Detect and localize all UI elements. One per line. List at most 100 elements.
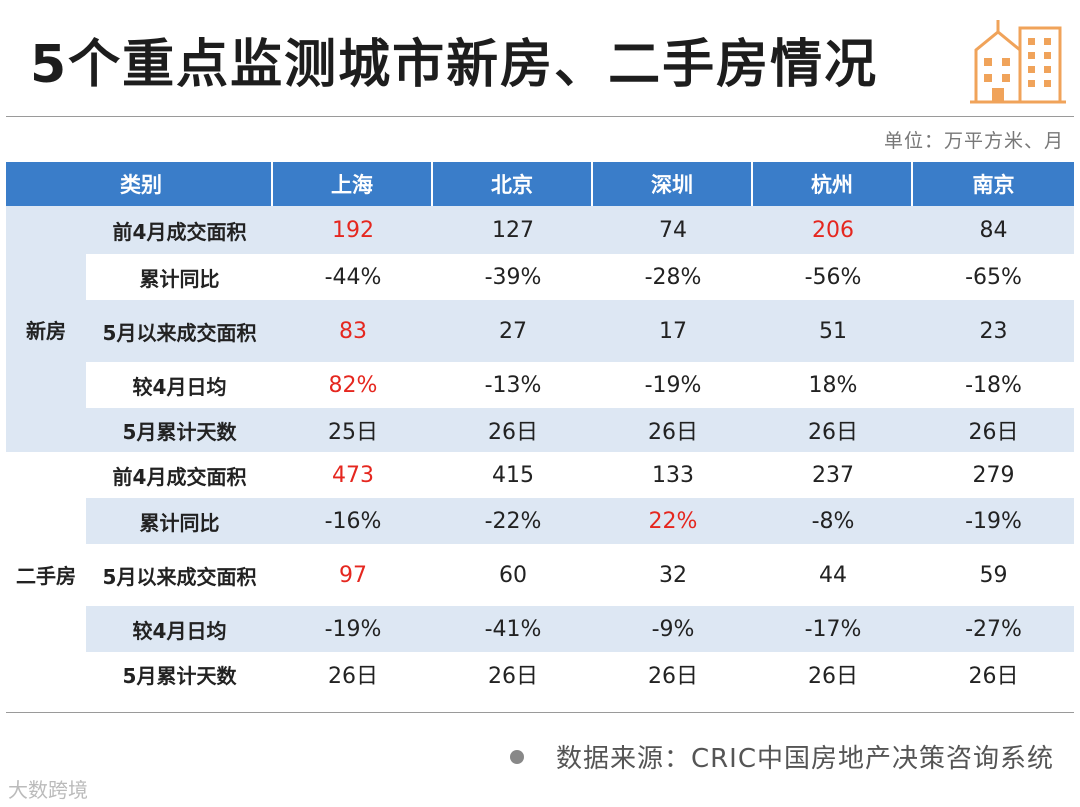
value-cell: -18%: [965, 372, 1022, 398]
header-city: 北京: [433, 162, 593, 206]
group-cell: [6, 300, 86, 362]
table-row: 较4月日均 82% -13% -19% 18% -18%: [6, 362, 1074, 408]
value-cell: 26日: [648, 420, 698, 445]
table-header: 类别 上海 北京 深圳 杭州 南京: [6, 162, 1074, 206]
group-cell: [6, 206, 86, 254]
title-divider: [6, 116, 1074, 117]
row-label: 较4月日均: [132, 618, 227, 643]
value-cell: -8%: [811, 508, 855, 534]
value-cell: 22%: [648, 508, 698, 534]
value-cell: 32: [659, 562, 687, 588]
row-label: 累计同比: [139, 510, 220, 535]
dot-icon: [509, 749, 524, 764]
header-city: 杭州: [753, 162, 913, 206]
value-cell: 18%: [808, 372, 858, 398]
value-cell: -16%: [324, 508, 382, 534]
value-cell: 26日: [328, 664, 378, 689]
table-row: 前4月成交面积 473 415 133 237 279: [6, 452, 1074, 498]
value-cell: 26日: [808, 664, 858, 689]
row-label: 前4月成交面积: [112, 464, 247, 489]
value-cell: 44: [819, 562, 847, 588]
value-cell: 415: [492, 462, 534, 488]
table-row: 累计同比 -16% -22% 22% -8% -19%: [6, 498, 1074, 544]
unit-label: 单位：万平方米、月: [883, 130, 1064, 152]
value-cell: -27%: [965, 616, 1022, 642]
value-cell: 26日: [488, 664, 538, 689]
page-title: 5个重点监测城市新房、二手房情况: [30, 35, 879, 95]
group-label: 新房: [26, 318, 66, 343]
group-cell: [6, 254, 86, 300]
value-cell: -17%: [804, 616, 862, 642]
header-category-left: [6, 162, 86, 206]
value-cell: -22%: [484, 508, 542, 534]
value-cell: -19%: [644, 372, 702, 398]
value-cell: 60: [499, 562, 527, 588]
value-cell: -56%: [804, 264, 862, 290]
group-cell: [6, 452, 86, 498]
row-label: 前4月成交面积: [112, 219, 247, 244]
row-label: 5月累计天数: [122, 663, 237, 688]
value-cell: 84: [979, 217, 1008, 243]
source-text: 数据来源：CRIC中国房地产决策咨询系统: [555, 744, 1054, 774]
value-cell: 26日: [808, 420, 858, 445]
value-cell: 26日: [488, 420, 538, 445]
value-cell: 17: [659, 318, 687, 344]
value-cell: -9%: [651, 616, 695, 642]
value-cell: 74: [659, 217, 687, 243]
value-cell: -39%: [484, 264, 542, 290]
group-cell: [6, 362, 86, 408]
row-label: 5月以来成交面积: [102, 320, 257, 345]
value-cell: 473: [332, 462, 374, 488]
value-cell: 83: [339, 318, 367, 344]
table-row: 较4月日均 -19% -41% -9% -17% -27%: [6, 606, 1074, 652]
value-cell: 25日: [328, 420, 378, 445]
group-cell: [6, 652, 86, 696]
group-label: 二手房: [16, 563, 76, 588]
table-group: 前4月成交面积 192 127 74 206 84 累计同比 -44% -39% -28% -56%…: [6, 206, 1074, 452]
value-cell: 192: [332, 217, 374, 243]
source-note: 数据来源：CRIC中国房地产决策咨询系统: [509, 738, 1054, 775]
value-cell: -28%: [644, 264, 702, 290]
header-city: 深圳: [593, 162, 753, 206]
footer-divider: [6, 712, 1074, 713]
group-cell: [6, 498, 86, 544]
header-city: 上海: [273, 162, 433, 206]
table-group: 前4月成交面积 473 415 133 237 279 累计同比 -16% -22% 22% -8%…: [6, 452, 1074, 696]
group-cell: [6, 606, 86, 652]
row-label: 较4月日均: [132, 374, 227, 399]
value-cell: 206: [812, 217, 854, 243]
row-label: 累计同比: [139, 266, 220, 291]
row-label: 5月累计天数: [122, 419, 237, 444]
value-cell: -41%: [484, 616, 542, 642]
value-cell: 237: [812, 462, 854, 488]
table-row: 5月以来成交面积 97 60 32 44 59: [6, 544, 1074, 606]
value-cell: 133: [652, 462, 694, 488]
value-cell: 59: [979, 562, 1008, 588]
table-row: 5月以来成交面积 83 27 17 51 23: [6, 300, 1074, 362]
value-cell: 23: [979, 318, 1008, 344]
table-row: 累计同比 -44% -39% -28% -56% -65%: [6, 254, 1074, 300]
table-row: 5月累计天数 26日 26日 26日 26日 26日: [6, 652, 1074, 696]
data-table: 类别 上海 北京 深圳 杭州 南京 前4月成交面积 192 127 74 206 84 累计…: [6, 162, 1074, 696]
value-cell: -13%: [484, 372, 542, 398]
value-cell: 26日: [648, 664, 698, 689]
value-cell: -65%: [965, 264, 1022, 290]
value-cell: 82%: [328, 372, 378, 398]
header-city: 南京: [972, 173, 1015, 197]
header-category: 类别: [86, 162, 273, 206]
group-cell: [6, 544, 86, 606]
table-body: 前4月成交面积 192 127 74 206 84 累计同比 -44% -39% -28% -56%…: [6, 206, 1074, 696]
table-row: 前4月成交面积 192 127 74 206 84: [6, 206, 1074, 254]
buildings-icon: [970, 20, 1066, 104]
value-cell: -19%: [324, 616, 382, 642]
watermark: 大数跨境: [8, 778, 88, 802]
value-cell: 26日: [968, 420, 1019, 445]
value-cell: -19%: [965, 508, 1022, 534]
value-cell: 51: [819, 318, 847, 344]
table-row: 5月累计天数 25日 26日 26日 26日 26日: [6, 408, 1074, 452]
value-cell: -44%: [324, 264, 382, 290]
value-cell: 127: [492, 217, 534, 243]
header-category-label: 类别: [120, 173, 162, 197]
row-label: 5月以来成交面积: [102, 564, 257, 589]
group-cell: [6, 408, 86, 452]
